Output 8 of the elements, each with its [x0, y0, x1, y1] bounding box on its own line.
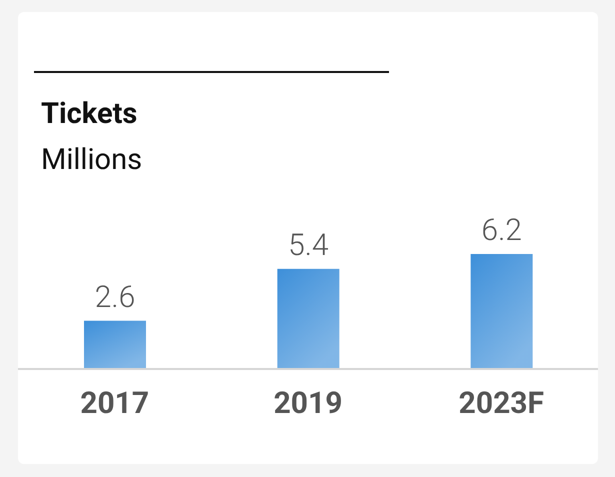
chart-subtitle: Millions: [41, 142, 142, 178]
x-tick-label: 2019: [274, 386, 342, 421]
x-tick-label: 2017: [80, 386, 150, 421]
chart-title: Tickets: [41, 96, 138, 132]
data-label: 5.4: [288, 228, 329, 263]
x-tick-label: 2023F: [458, 386, 544, 421]
data-label: 2.6: [94, 280, 136, 315]
data-label: 6.2: [481, 213, 522, 248]
